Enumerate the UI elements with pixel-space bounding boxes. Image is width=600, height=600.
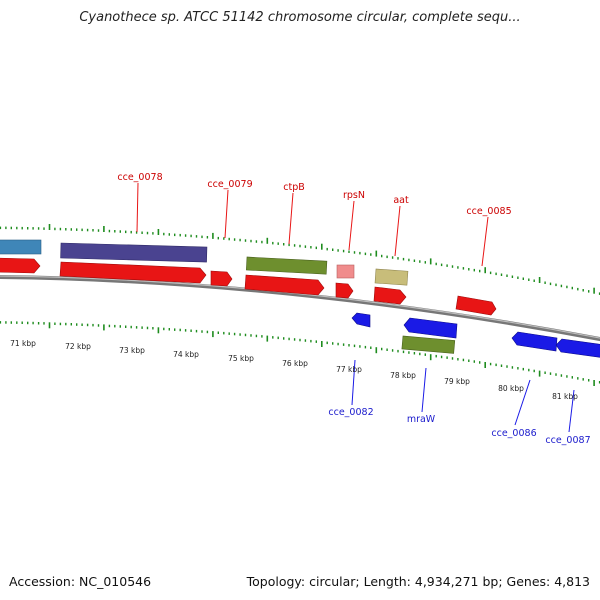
scale-label-73-kbp: 73 kbp <box>119 346 145 355</box>
feature-pink-rpsN-region <box>336 264 355 279</box>
scale-label-76-kbp: 76 kbp <box>282 359 308 368</box>
gene-arrow-ctpB <box>244 274 325 296</box>
gene-label-cce-0079[interactable]: cce_0079 <box>207 179 252 190</box>
feature-purple-cce-0078-region <box>60 242 208 263</box>
gene-label-cce-0078[interactable]: cce_0078 <box>117 172 162 183</box>
feature-khaki-aat-region <box>374 268 409 286</box>
scale-label-81-kbp: 81 kbp <box>552 392 578 401</box>
leader-cce-0086 <box>514 379 531 426</box>
scale-label-74-kbp: 74 kbp <box>173 350 199 359</box>
accession-text: Accession: NC_010546 <box>9 574 152 589</box>
leader-rpsN <box>348 200 355 251</box>
gene-arrow-aat <box>373 286 407 305</box>
gene-label-ctpB[interactable]: ctpB <box>283 182 305 193</box>
gene-arrow-cce-0079 <box>210 270 233 287</box>
scale-label-72-kbp: 72 kbp <box>65 342 91 351</box>
leader-cce-0085 <box>481 216 489 267</box>
scale-label-71-kbp: 71 kbp <box>10 339 36 348</box>
topology-text: Topology: circular; Length: 4,934,271 bp… <box>246 574 590 589</box>
gene-label-mraW[interactable]: mraW <box>407 414 436 425</box>
gene-arrow-cce-0085 <box>455 295 497 316</box>
scale-label-79-kbp: 79 kbp <box>444 377 470 386</box>
gene-arrow-cce-0087 <box>555 338 600 358</box>
leader-cce-0082 <box>351 359 356 406</box>
leader-mraW <box>421 367 427 413</box>
gene-arrow-cce-0082 <box>351 312 371 328</box>
gene-label-cce-0085[interactable]: cce_0085 <box>466 206 511 217</box>
gene-arrow-cce-0078 <box>59 261 207 284</box>
scale-label-80-kbp: 80 kbp <box>498 384 524 393</box>
map-title: Cyanothece sp. ATCC 51142 chromosome cir… <box>79 10 521 25</box>
tick-track-top <box>0 224 600 295</box>
scale-label-75-kbp: 75 kbp <box>228 354 254 363</box>
feature-olive-mraW-region <box>401 335 456 354</box>
leader-cce-0078 <box>136 182 139 233</box>
gene-label-aat[interactable]: aat <box>393 195 409 206</box>
scale-label-78-kbp: 78 kbp <box>390 371 416 380</box>
gene-label-cce-0086[interactable]: cce_0086 <box>491 428 536 439</box>
gene-label-rpsN[interactable]: rpsN <box>343 190 365 201</box>
gene-arrow-rpsN <box>335 282 354 299</box>
chromosome-backbone <box>0 275 600 342</box>
feature-steelblue-left <box>0 239 42 255</box>
gene-arrow-left-edge <box>0 257 41 274</box>
leader-aat <box>394 205 401 257</box>
gene-arrow-mraW-strand-neighbor <box>403 317 458 339</box>
leader-ctpB <box>288 192 294 245</box>
gene-label-cce-0087[interactable]: cce_0087 <box>545 435 590 446</box>
leader-cce-0087 <box>568 389 575 433</box>
tick-track-bottom <box>0 321 600 386</box>
feature-olive-ctpB-region <box>246 256 328 275</box>
gene-arrow-cce-0086 <box>511 331 558 352</box>
scale-label-77-kbp: 77 kbp <box>336 365 362 374</box>
gene-label-cce-0082[interactable]: cce_0082 <box>328 407 373 418</box>
leader-cce-0079 <box>224 189 229 239</box>
